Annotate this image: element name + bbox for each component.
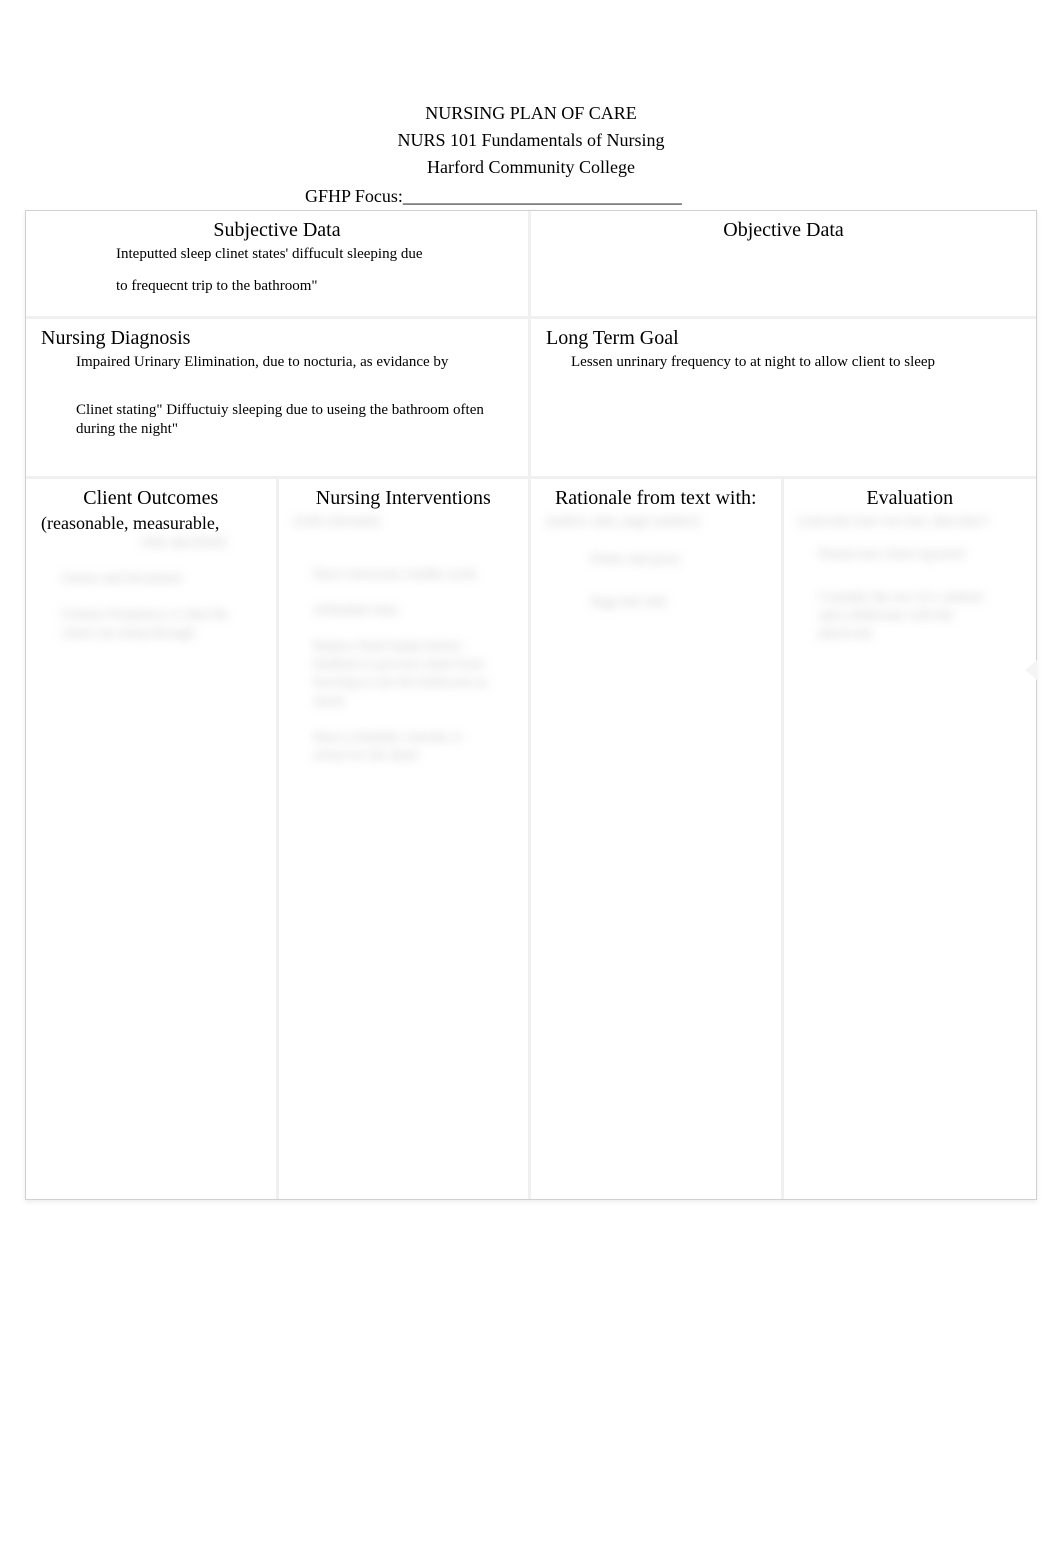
evaluation-blur2: Consider the use of a catheter and colla… bbox=[794, 589, 1027, 644]
diagnosis-line2: Clinet stating" Diffuctuiy sleeping due … bbox=[36, 401, 518, 440]
goal-line1: Lessen unrinary frequency to at night to… bbox=[541, 353, 1026, 373]
course-name: NURS 101 Fundamentals of Nursing bbox=[25, 127, 1037, 154]
diagnosis-line1: Impaired Urinary Elimination, due to noc… bbox=[36, 353, 518, 373]
interventions-blur2: reShedule time bbox=[289, 602, 519, 620]
client-outcomes-cell: Client Outcomes (reasonable, measurable,… bbox=[26, 479, 279, 1199]
evaluation-title: Evaluation bbox=[794, 487, 1027, 510]
objective-data-title: Objective Data bbox=[541, 219, 1026, 242]
interventions-blur4: Have a bedside comode or urinal for the … bbox=[289, 729, 519, 765]
rationale-blur2: Page 841 842 bbox=[541, 594, 771, 612]
rationale-cell: Rationale from text with: (author, date,… bbox=[531, 479, 784, 1199]
objective-data-cell: Objective Data bbox=[531, 211, 1036, 316]
document-header: NURSING PLAN OF CARE NURS 101 Fundamenta… bbox=[25, 100, 1037, 181]
data-row: Subjective Data Inteputted sleep clinet … bbox=[26, 211, 1036, 319]
rationale-blur1: Potter and perry bbox=[541, 551, 771, 569]
outcomes-blur-sub: time specified) bbox=[36, 534, 266, 552]
client-outcomes-title: Client Outcomes bbox=[36, 487, 266, 510]
long-term-goal-cell: Long Term Goal Lessen unrinary frequency… bbox=[531, 319, 1036, 476]
subjective-data-title: Subjective Data bbox=[36, 219, 518, 242]
evaluation-blur-sub: (outcome met/ not met, data that I bbox=[794, 513, 1027, 531]
nursing-diagnosis-cell: Nursing Diagnosis Impaired Urinary Elimi… bbox=[26, 319, 531, 476]
title: NURSING PLAN OF CARE bbox=[25, 100, 1037, 127]
subjective-data-line2: to frequecnt trip to the bathroom" bbox=[36, 277, 518, 297]
nursing-diagnosis-title: Nursing Diagnosis bbox=[36, 327, 518, 350]
focus-label: GFHP Focus:_____________________________… bbox=[305, 186, 1037, 207]
nursing-interventions-title: Nursing Interventions bbox=[289, 487, 519, 510]
subjective-data-cell: Subjective Data Inteputted sleep clinet … bbox=[26, 211, 531, 316]
evaluation-cell: Evaluation (outcome met/ not met, data t… bbox=[784, 479, 1037, 1199]
client-outcomes-subtitle: (reasonable, measurable, bbox=[36, 513, 266, 535]
outcomes-row: Client Outcomes (reasonable, measurable,… bbox=[26, 479, 1036, 1199]
evaluation-blur1: Partial met clinet reported bbox=[794, 546, 1027, 564]
diagnosis-row: Nursing Diagnosis Impaired Urinary Elimi… bbox=[26, 319, 1036, 479]
rationale-title: Rationale from text with: bbox=[541, 487, 771, 510]
outcomes-blur2: Urinary Frequency so that the client can… bbox=[36, 606, 266, 642]
subjective-data-line1: Inteputted sleep clinet states' diffucul… bbox=[36, 245, 518, 265]
rationale-blur-sub: (author, date, page number) bbox=[541, 513, 771, 531]
page-corner-indicator bbox=[1025, 660, 1037, 680]
interventions-blur1: Have restrooms readily avail, bbox=[289, 566, 519, 584]
interventions-blur-sub: (with rationale) bbox=[289, 513, 519, 531]
nursing-interventions-cell: Nursing Interventions (with rationale) H… bbox=[279, 479, 532, 1199]
care-plan-table: Subjective Data Inteputted sleep clinet … bbox=[25, 210, 1037, 1200]
college-name: Harford Community College bbox=[25, 154, 1037, 181]
interventions-blur3: Reduce fluid intake before bedtiem to pr… bbox=[289, 638, 519, 711]
long-term-goal-title: Long Term Goal bbox=[541, 327, 1026, 350]
outcomes-blur1: Assess and document bbox=[36, 570, 266, 588]
